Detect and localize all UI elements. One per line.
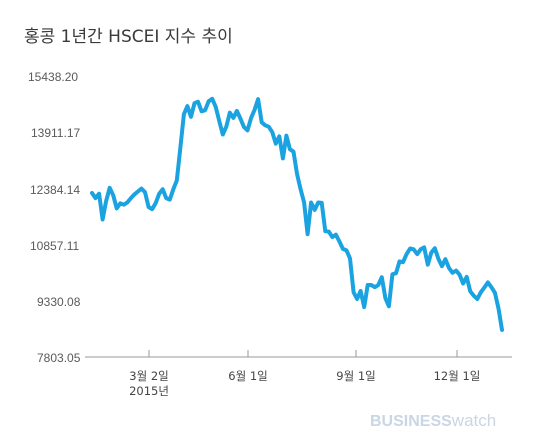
x-tick-label: 12월 1일	[434, 369, 481, 383]
x-tick-sublabel: 2015년	[129, 384, 169, 398]
x-tick-label: 3월 2일	[129, 369, 168, 383]
series-line	[90, 96, 504, 332]
y-axis-labels: 15438.20 13911.17 12384.14 10857.11 9330…	[28, 70, 81, 365]
brand-light-text: watch	[451, 411, 496, 430]
y-tick-label: 9330.08	[37, 295, 81, 309]
y-tick-label: 15438.20	[28, 70, 78, 84]
x-axis-ticks	[148, 350, 458, 357]
y-tick-label: 10857.11	[30, 239, 79, 253]
y-tick-label: 12384.14	[30, 183, 80, 197]
svg-text:BUSINESSwatch: BUSINESSwatch	[370, 411, 496, 430]
x-axis-labels: 3월 2일 2015년 6월 1일 9월 1일 12월 1일	[129, 369, 480, 398]
y-tick-label: 13911.17	[31, 126, 80, 140]
brand-bold-text: BUSINESS	[370, 413, 452, 430]
y-tick-label: 7803.05	[37, 351, 81, 365]
x-tick-label: 6월 1일	[228, 369, 267, 383]
x-tick-label: 9월 1일	[336, 369, 375, 383]
brand-logo: BUSINESSwatch	[370, 411, 496, 430]
chart-title: 홍콩 1년간 HSCEI 지수 추이	[24, 27, 233, 47]
